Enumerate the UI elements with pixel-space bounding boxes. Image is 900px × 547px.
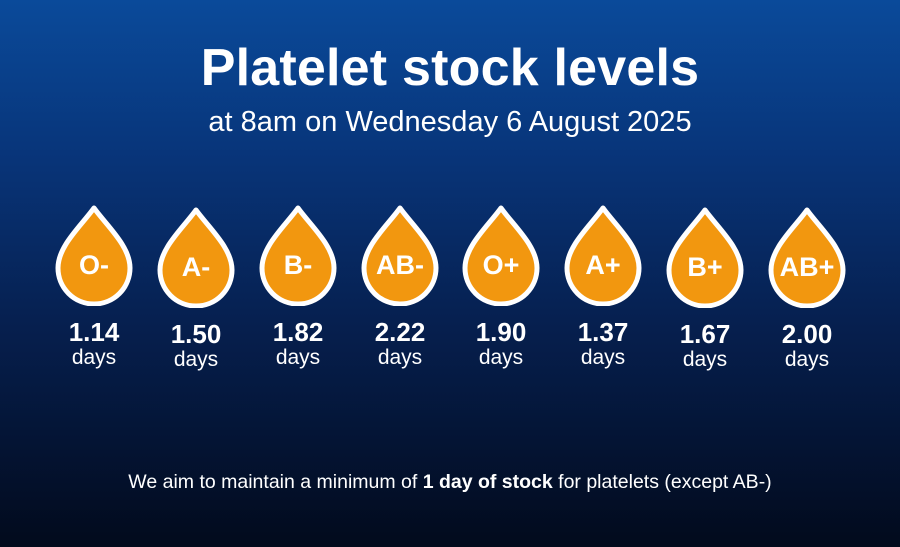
blood-group-label: O- [79,250,109,280]
blood-group-label: B+ [687,252,723,282]
stock-unit: days [377,346,423,369]
blood-drop-icon [361,205,439,306]
blood-drop-icon [564,205,642,306]
blood-drop-icon [666,207,744,308]
stock-value: 1.82 [272,317,324,347]
blood-drop-icon [259,205,337,306]
stock-unit: days [682,348,728,371]
stock-value: 1.90 [475,317,527,347]
stock-value: 2.00 [781,319,833,349]
blood-drop-icon [55,205,133,306]
blood-group-item: O+ 1.90 days [453,204,549,370]
stock-unit: days [580,346,626,369]
blood-group-item: A- 1.50 days [148,206,244,372]
blood-group-item: AB+ 2.00 days [759,206,855,372]
blood-group-label: O+ [482,250,520,280]
page-title: Platelet stock levels [200,39,700,97]
footnote-emphasis: 1 day of stock [422,471,553,493]
footnote-text: We aim to maintain a minimum of [128,471,423,493]
blood-group-label: AB- [376,250,424,280]
stock-value: 1.50 [170,319,222,349]
page-subtitle: at 8am on Wednesday 6 August 2025 [208,106,692,138]
stock-unit: days [784,348,830,371]
footnote: We aim to maintain a minimum of 1 day of… [0,469,900,495]
blood-group-list: O- 1.14 days A- 1.50 days B- 1.82 days A… [0,200,900,390]
footnote-text-end: for platelets (except AB-) [552,471,772,493]
blood-group-item: B+ 1.67 days [657,206,753,372]
blood-group-label: B- [283,250,313,280]
blood-group-item: B- 1.82 days [250,204,346,370]
stock-unit: days [478,346,524,369]
stock-value: 1.14 [68,317,120,347]
blood-group-label: A- [181,252,211,282]
stock-unit: days [173,348,219,371]
stock-value: 1.67 [679,319,731,349]
blood-drop-icon [157,207,235,308]
blood-drop-icon [462,205,540,306]
stock-value: 2.22 [374,317,426,347]
blood-group-label: A+ [585,250,621,280]
stock-unit: days [71,346,117,369]
blood-group-item: O- 1.14 days [46,204,142,370]
blood-group-item: AB- 2.22 days [352,204,448,370]
stock-value: 1.37 [577,317,629,347]
blood-drop-icon [768,207,846,308]
stock-unit: days [275,346,321,369]
blood-group-item: A+ 1.37 days [555,204,651,370]
blood-group-label: AB+ [779,252,835,282]
